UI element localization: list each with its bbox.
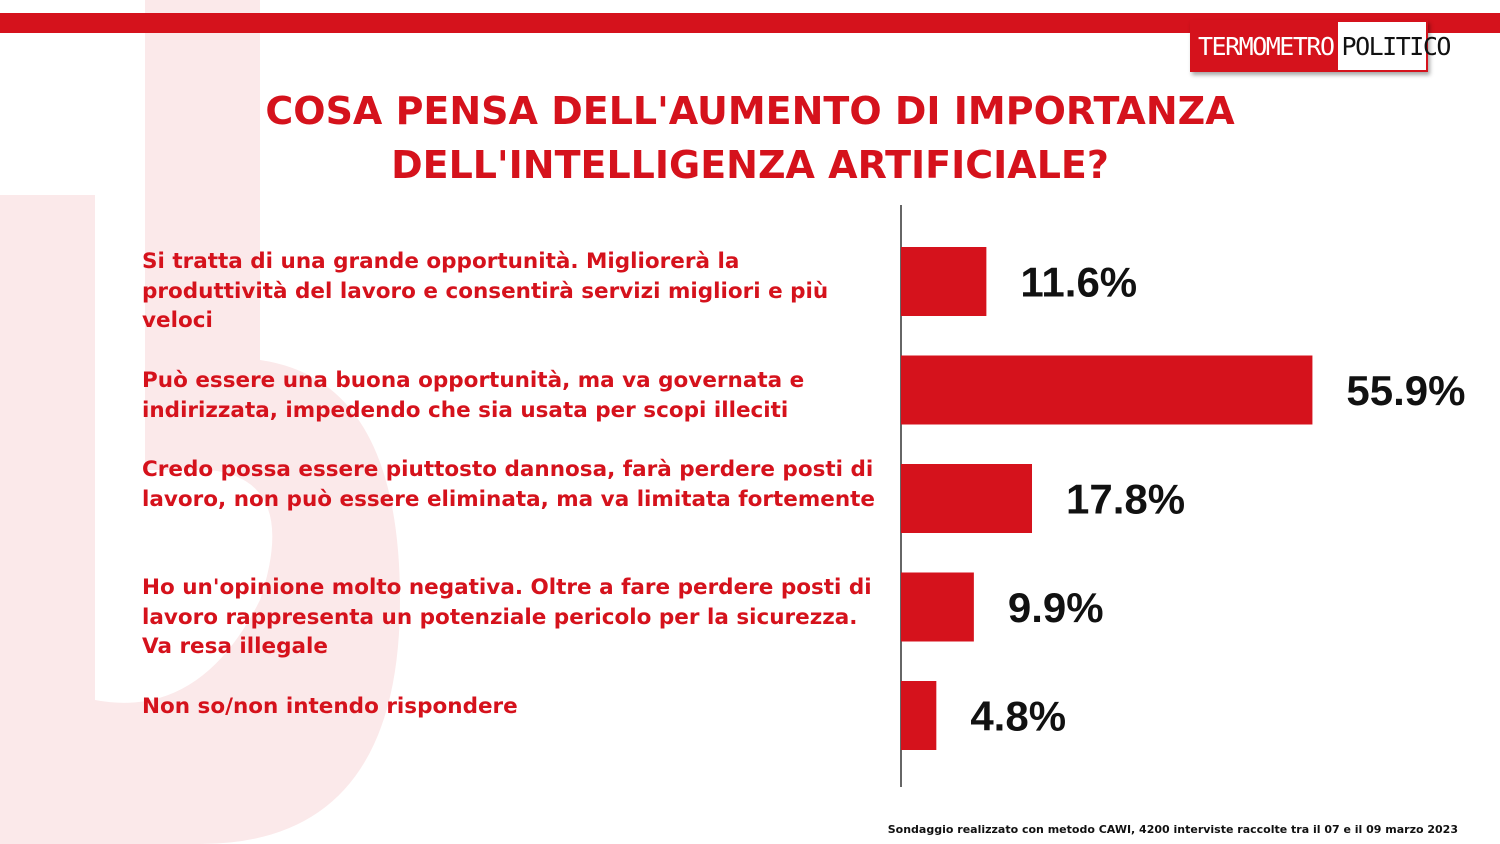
logo-text-politico: POLITICO	[1341, 31, 1452, 61]
bar-value-label-5: 4.8%	[970, 693, 1066, 740]
bar-chart: 11.6% 55.9% 17.8% 9.9% 4.8%	[900, 205, 1466, 787]
category-label-2: Può essere una buona opportunità, ma va …	[142, 368, 805, 423]
chart-title-line-2: DELL'INTELLIGENZA ARTIFICIALE?	[391, 143, 1109, 187]
category-label-1: Si tratta di una grande opportunità. Mig…	[142, 249, 829, 333]
bar-value-label-1: 11.6%	[1020, 259, 1137, 306]
bar-value-label-4: 9.9%	[1008, 584, 1104, 631]
bar-1	[901, 247, 987, 316]
bar-value-label-2: 55.9%	[1346, 367, 1465, 414]
logo-text-termometro: TERMOMETRO	[1192, 22, 1338, 70]
category-label-3: Credo possa essere piuttosto dannosa, fa…	[142, 457, 875, 512]
chart-title-line-1: COSA PENSA DELL'AUMENTO DI IMPORTANZA	[265, 89, 1235, 133]
termometro-politico-logo: TERMOMETRO POLITICO	[1190, 20, 1451, 72]
footnote: Sondaggio realizzato con metodo CAWI, 42…	[887, 823, 1458, 836]
category-label-5: Non so/non intendo rispondere	[142, 694, 518, 719]
bar-3	[901, 464, 1033, 533]
chart-title: COSA PENSA DELL'AUMENTO DI IMPORTANZA DE…	[0, 84, 1500, 192]
bar-value-label-3: 17.8%	[1066, 476, 1185, 523]
bar-5	[901, 681, 937, 750]
bar-4	[901, 572, 974, 642]
category-label-4: Ho un'opinione molto negativa. Oltre a f…	[142, 575, 872, 659]
bar-2	[901, 355, 1313, 425]
top-accent-bar	[0, 13, 1500, 33]
